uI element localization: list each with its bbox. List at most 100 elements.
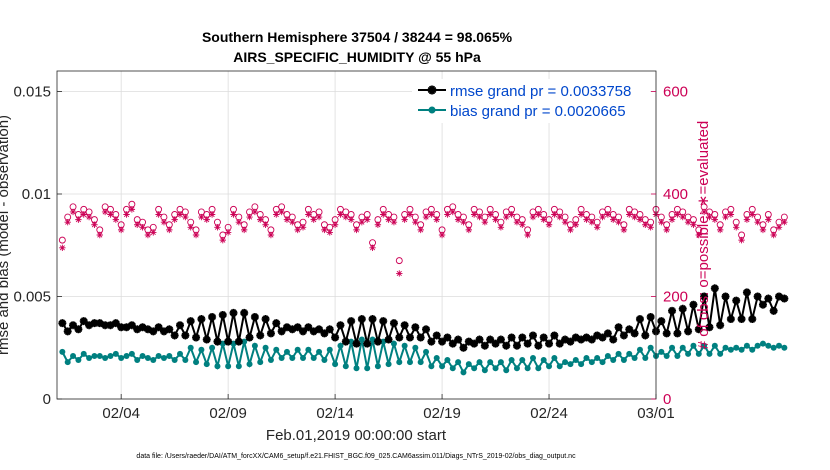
bias-point xyxy=(695,350,702,357)
right-axis-label: # of obs: o=possible; ∗=evaluated xyxy=(695,121,712,350)
evaluated-point xyxy=(358,218,366,226)
evaluated-point xyxy=(321,226,328,234)
rmse-point xyxy=(603,329,612,338)
rmse-point xyxy=(411,323,420,332)
evaluated-point xyxy=(369,244,376,252)
bias-point xyxy=(396,359,403,366)
evaluated-point xyxy=(347,216,355,223)
evaluated-point xyxy=(561,218,569,226)
rmse-point xyxy=(288,325,297,334)
bias-point xyxy=(626,350,633,357)
bias-point xyxy=(144,355,151,361)
rmse-point xyxy=(689,300,698,309)
legend-background xyxy=(412,79,650,123)
bias-point xyxy=(96,352,103,359)
rmse-point xyxy=(561,335,570,344)
evaluated-point xyxy=(342,213,349,221)
evaluated-point xyxy=(626,211,633,218)
bias-point xyxy=(620,357,627,364)
evaluated-point xyxy=(540,216,547,223)
evaluated-point xyxy=(224,229,232,236)
legend: rmse grand pr = 0.0033758 bias grand pr … xyxy=(412,79,650,123)
evaluated-point xyxy=(519,221,526,228)
rmse-point xyxy=(224,337,233,346)
rmse-point xyxy=(780,294,789,303)
bias-point xyxy=(647,344,654,351)
evaluated-point xyxy=(198,213,205,221)
rmse-point xyxy=(427,337,436,346)
bias-point xyxy=(588,359,595,366)
bias-point xyxy=(139,352,146,359)
evaluated-point xyxy=(658,218,665,226)
rmse-point xyxy=(111,319,120,328)
bias-point xyxy=(209,344,216,351)
rmse-point xyxy=(705,323,714,332)
evaluated-point xyxy=(567,226,574,234)
bias-point xyxy=(187,344,194,351)
rmse-point xyxy=(662,329,671,338)
bias-point xyxy=(80,350,87,357)
rmse-point xyxy=(170,331,179,340)
rmse-point xyxy=(117,323,126,332)
rmse-point xyxy=(507,333,516,342)
rmse-point xyxy=(261,315,270,324)
bias-point xyxy=(160,355,167,361)
evaluated-point xyxy=(240,226,248,234)
bias-point xyxy=(118,355,125,361)
rmse-point xyxy=(422,325,431,334)
x-tick-label: 02/19 xyxy=(423,405,461,422)
evaluated-point xyxy=(417,226,424,234)
bias-point xyxy=(508,357,515,364)
evaluated-point xyxy=(428,211,435,218)
evaluated-point xyxy=(487,211,494,218)
left-tick-label: 0 xyxy=(43,391,51,408)
bias-line xyxy=(61,339,785,375)
rmse-point xyxy=(486,335,495,344)
rmse-point xyxy=(159,327,168,336)
bias-point xyxy=(412,344,419,351)
rmse-point xyxy=(165,325,174,334)
evaluated-point xyxy=(208,211,216,218)
rmse-series xyxy=(58,284,789,352)
rmse-point xyxy=(186,317,195,326)
rmse-point xyxy=(475,335,484,344)
rmse-point xyxy=(357,315,366,324)
x-axis: 02/04 02/09 02/14 02/19 02/24 03/01 xyxy=(102,394,675,422)
evaluated-point xyxy=(96,231,103,239)
rmse-point xyxy=(716,321,725,330)
evaluated-point xyxy=(134,221,141,228)
rmse-point xyxy=(202,335,211,344)
right-tick-label: 200 xyxy=(663,289,688,306)
rmse-point xyxy=(149,327,158,336)
rmse-point xyxy=(657,317,666,326)
left-tick-label: 0.01 xyxy=(22,186,51,203)
bias-series xyxy=(59,336,788,376)
rmse-point xyxy=(122,323,131,332)
rmse-point xyxy=(721,292,730,301)
rmse-point xyxy=(154,323,163,332)
evaluated-point xyxy=(513,218,521,226)
evaluated-point xyxy=(759,226,767,234)
evaluated-point xyxy=(604,211,612,218)
rmse-point xyxy=(272,319,281,328)
bias-point xyxy=(701,342,708,349)
evaluated-point xyxy=(150,229,157,236)
bias-point xyxy=(604,352,611,359)
rmse-point xyxy=(700,292,709,301)
bias-point xyxy=(241,338,248,345)
bias-point xyxy=(583,355,590,361)
rmse-point xyxy=(571,333,580,342)
bias-point xyxy=(273,346,280,353)
possible-point xyxy=(395,257,403,265)
rmse-point xyxy=(352,339,361,348)
bias-point xyxy=(642,355,649,361)
evaluated-point xyxy=(733,224,740,231)
rmse-line xyxy=(61,288,785,350)
evaluated-point xyxy=(433,216,440,223)
evaluated-point xyxy=(551,211,558,218)
bias-point xyxy=(497,359,504,366)
rmse-point xyxy=(133,325,142,334)
bias-point xyxy=(374,363,381,370)
bias-point xyxy=(358,336,365,343)
